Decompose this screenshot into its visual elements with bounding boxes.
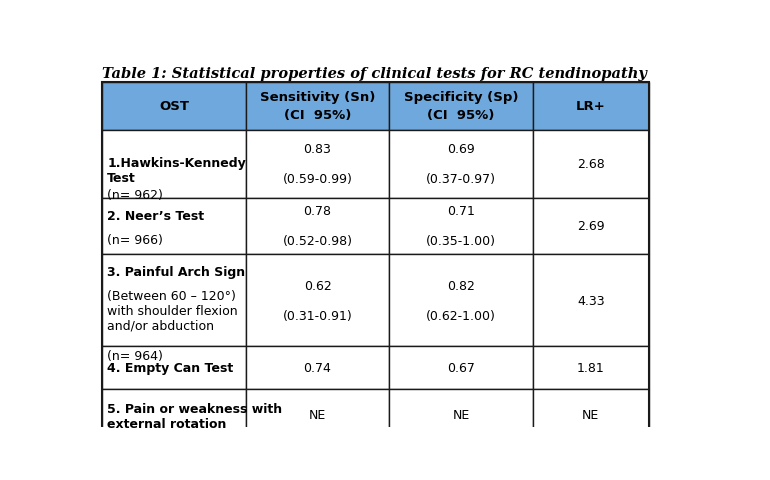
Bar <box>102 83 246 131</box>
Text: (n= 962): (n= 962) <box>107 174 163 202</box>
Bar <box>246 347 389 389</box>
Text: (CI  95%): (CI 95%) <box>427 109 494 122</box>
Bar <box>533 83 649 131</box>
Text: 5. Pain or weakness with
external rotation: 5. Pain or weakness with external rotati… <box>107 402 283 430</box>
Bar <box>246 389 389 441</box>
Bar <box>246 83 389 131</box>
Text: 2.69: 2.69 <box>577 220 604 233</box>
Text: Table 1: Statistical properties of clinical tests for RC tendinopathy: Table 1: Statistical properties of clini… <box>102 67 648 81</box>
Bar <box>246 198 389 254</box>
Text: LR+: LR+ <box>576 100 605 113</box>
Text: 0.69

(0.37-0.97): 0.69 (0.37-0.97) <box>426 143 496 186</box>
Text: 2. Neer’s Test: 2. Neer’s Test <box>107 209 204 222</box>
Text: 0.74: 0.74 <box>303 361 331 374</box>
Bar <box>533 131 649 198</box>
Bar <box>102 254 246 347</box>
Text: 0.67: 0.67 <box>447 361 475 374</box>
Bar <box>533 389 649 441</box>
Text: 3. Painful Arch Sign: 3. Painful Arch Sign <box>107 265 245 278</box>
Text: 0.83

(0.59-0.99): 0.83 (0.59-0.99) <box>283 143 353 186</box>
Text: NE: NE <box>582 408 599 421</box>
Text: (Between 60 – 120°)
with shoulder flexion
and/or abduction

(n= 964): (Between 60 – 120°) with shoulder flexio… <box>107 274 238 362</box>
Text: Specificity (Sp): Specificity (Sp) <box>403 91 518 104</box>
Bar <box>246 254 389 347</box>
Text: Sensitivity (Sn): Sensitivity (Sn) <box>259 91 375 104</box>
Bar <box>533 198 649 254</box>
Bar <box>102 389 246 441</box>
Text: 4.33: 4.33 <box>577 294 604 307</box>
Text: 0.71

(0.35-1.00): 0.71 (0.35-1.00) <box>426 205 496 248</box>
Text: 0.62

(0.31-0.91): 0.62 (0.31-0.91) <box>283 279 353 322</box>
Bar <box>246 131 389 198</box>
Text: 4. Empty Can Test: 4. Empty Can Test <box>107 361 233 374</box>
Text: NE: NE <box>309 408 326 421</box>
Bar <box>102 347 246 389</box>
Text: 0.82

(0.62-1.00): 0.82 (0.62-1.00) <box>426 279 496 322</box>
Text: (CI  95%): (CI 95%) <box>284 109 351 122</box>
Bar <box>102 131 246 198</box>
Text: OST: OST <box>159 100 189 113</box>
Bar <box>389 198 533 254</box>
Bar <box>533 347 649 389</box>
Bar <box>389 347 533 389</box>
Text: 1.81: 1.81 <box>577 361 604 374</box>
Bar <box>389 131 533 198</box>
Text: 1.Hawkins-Kennedy
Test: 1.Hawkins-Kennedy Test <box>107 156 246 184</box>
Bar <box>389 389 533 441</box>
Text: 0.78

(0.52-0.98): 0.78 (0.52-0.98) <box>283 205 353 248</box>
Bar <box>389 254 533 347</box>
Text: (n= 966): (n= 966) <box>107 218 163 246</box>
Bar <box>533 254 649 347</box>
Bar <box>102 198 246 254</box>
Bar <box>389 83 533 131</box>
Text: 2.68: 2.68 <box>577 158 604 171</box>
Text: NE: NE <box>452 408 470 421</box>
